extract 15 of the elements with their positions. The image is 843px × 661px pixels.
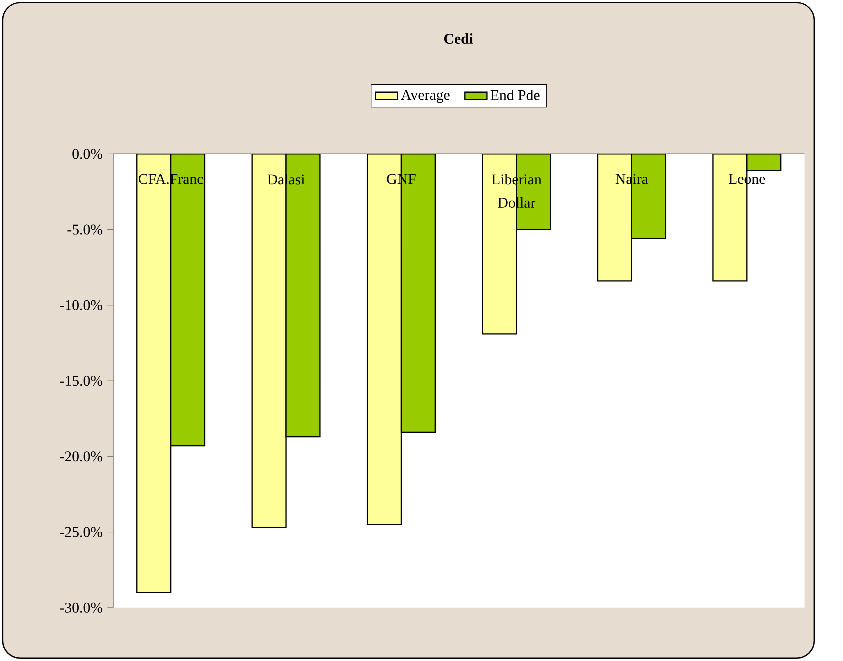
y-tick-label: -15.0%: [60, 376, 103, 386]
x-tick-label: CFA.Franc: [138, 174, 204, 184]
x-tick-label: Dalasi: [268, 174, 305, 185]
y-tick-label: -25.0%: [60, 527, 103, 538]
x-tick-label: GNF: [387, 174, 416, 184]
x-tick-label: Naira: [616, 174, 648, 184]
y-tick-label: -5.0%: [68, 224, 103, 235]
x-tick-label: Liberian Dollar: [492, 174, 542, 208]
legend-label: Average: [401, 90, 450, 104]
y-tick-label: -10.0%: [60, 300, 103, 310]
y-tick-label: 0.0%: [72, 149, 103, 160]
y-tick-label: -30.0%: [60, 602, 103, 613]
y-tick-label: -20.0%: [60, 452, 103, 462]
chart-title: Cedi: [444, 33, 474, 44]
legend-label: End Pde: [490, 90, 540, 100]
